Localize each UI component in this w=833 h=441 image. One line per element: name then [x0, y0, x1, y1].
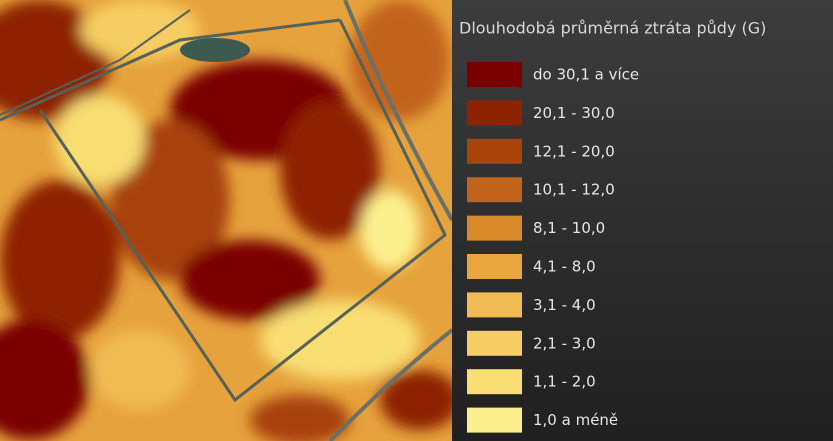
- legend-swatch: [467, 100, 522, 126]
- legend-swatch: [467, 215, 522, 241]
- legend-label: 12,1 - 20,0: [533, 142, 615, 160]
- legend-swatch: [467, 330, 522, 356]
- legend-swatch: [467, 62, 522, 87]
- legend-swatch: [467, 138, 522, 164]
- map-raster: [0, 0, 452, 441]
- legend-swatch: [467, 407, 522, 433]
- legend-swatch: [467, 177, 522, 203]
- legend-label: 20,1 - 30,0: [533, 104, 615, 122]
- legend-swatch: [467, 254, 522, 279]
- legend-label: 4,1 - 8,0: [533, 258, 596, 276]
- legend-label: 1,1 - 2,0: [533, 373, 596, 391]
- legend-label: 3,1 - 4,0: [533, 296, 596, 314]
- legend-title: Dlouhodobá průměrná ztráta půdy (G): [459, 19, 766, 38]
- legend-label: 10,1 - 12,0: [533, 181, 615, 199]
- legend-label: 1,0 a méně: [533, 411, 618, 429]
- legend-swatch: [467, 292, 522, 318]
- legend-label: do 30,1 a více: [533, 66, 639, 84]
- legend-label: 8,1 - 10,0: [533, 219, 605, 237]
- legend-label: 2,1 - 3,0: [533, 334, 596, 352]
- legend-items: do 30,1 a více 20,1 - 30,0 12,1 - 20,0 10,1…: [467, 62, 639, 433]
- legend-swatch: [467, 369, 522, 395]
